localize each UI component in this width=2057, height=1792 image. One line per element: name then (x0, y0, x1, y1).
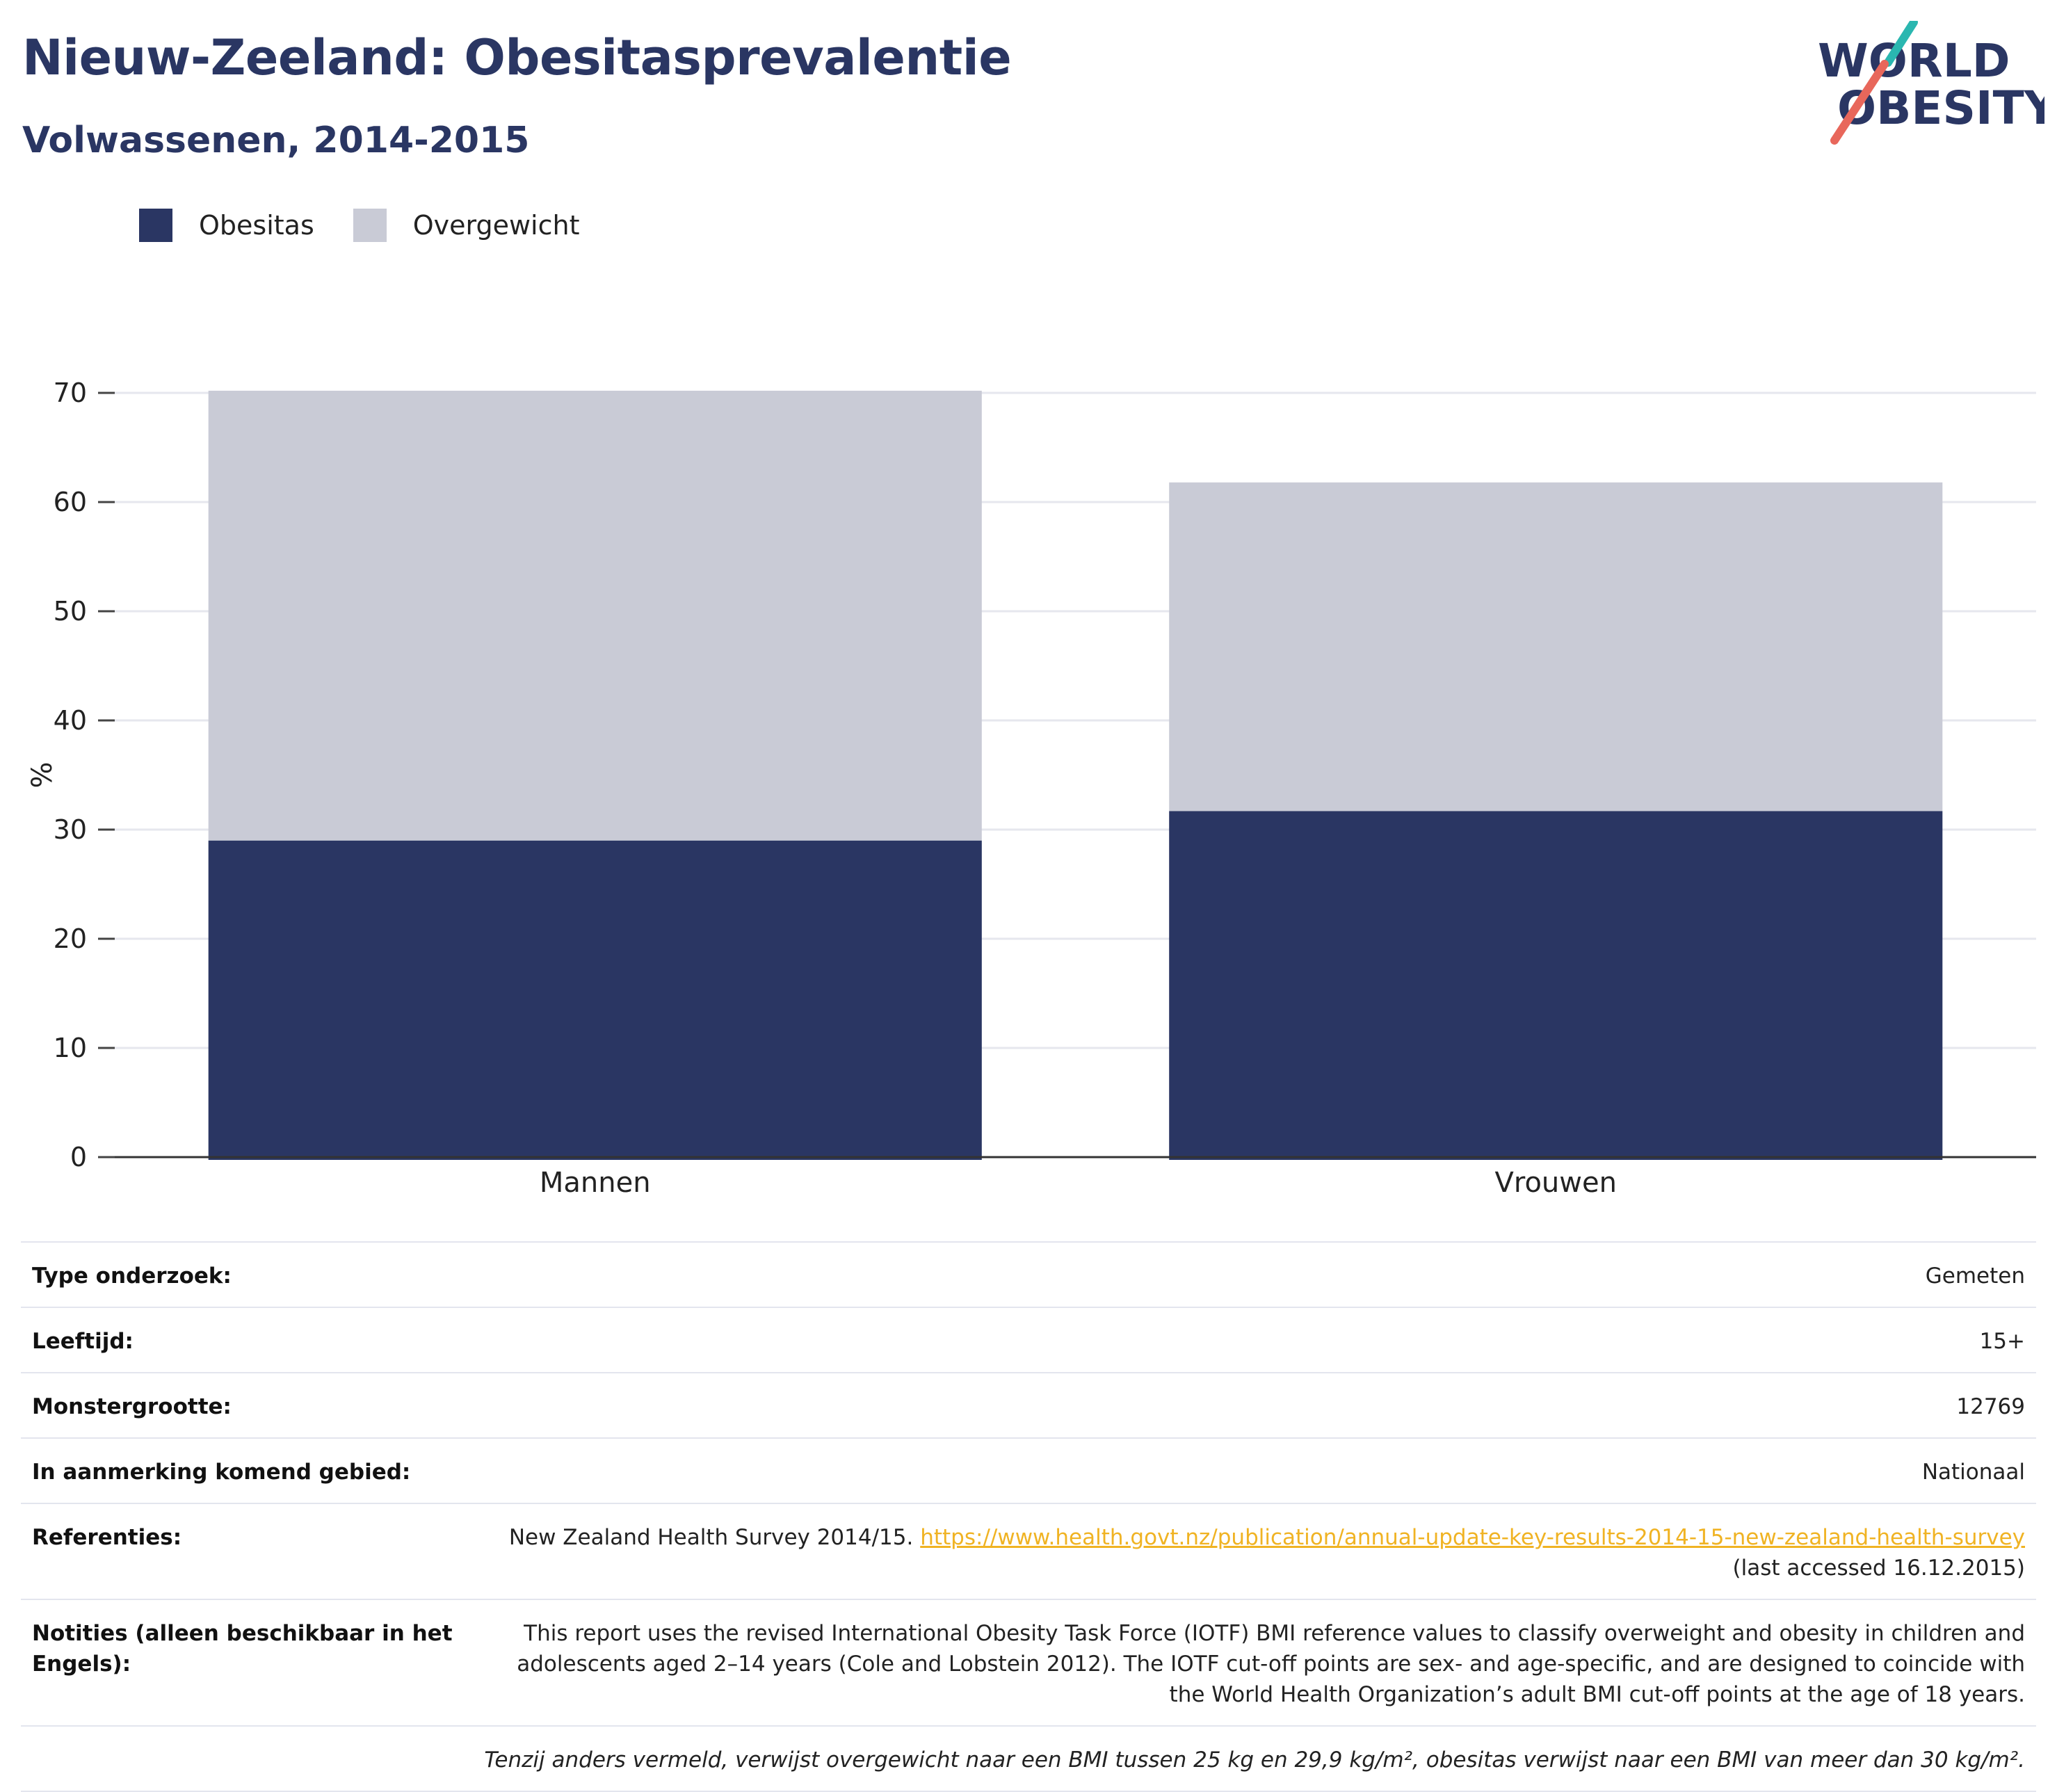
y-tick-label: 30 (54, 814, 87, 845)
bar-obesitas-mannen (208, 840, 982, 1160)
chart-legend: Obesitas Overgewicht (139, 209, 619, 242)
bar-overgewicht-vrouwen (1169, 482, 1943, 812)
info-row-footnote: Tenzij anders vermeld, verwijst overgewi… (21, 1727, 2036, 1792)
info-row-survey-type: Type onderzoek: Gemeten (21, 1243, 2036, 1308)
info-row-age: Leeftijd: 15+ (21, 1308, 2036, 1373)
reference-link[interactable]: https://www.health.govt.nz/publication/a… (920, 1525, 2025, 1550)
info-value: Nationaal (1921, 1460, 2025, 1485)
info-label: Monstergrootte: (32, 1394, 232, 1419)
bar-obesitas-vrouwen (1169, 811, 1943, 1160)
chart-subtitle: Volwassenen, 2014-2015 (22, 120, 530, 161)
info-row-area: In aanmerking komend gebied: Nationaal (21, 1439, 2036, 1504)
info-label: Referenties: (32, 1525, 182, 1550)
footnote: Tenzij anders vermeld, verwijst overgewi… (484, 1747, 2025, 1773)
legend-label-overgewicht: Overgewicht (412, 210, 580, 241)
y-axis-label: % (26, 761, 58, 788)
logo-line1: WORLD (1818, 34, 2010, 88)
y-tick-label: 10 (54, 1033, 87, 1063)
info-value: This report uses the revised Internation… (517, 1621, 2025, 1707)
y-tick-label: 0 (70, 1142, 87, 1172)
bar-chart: 0 10 20 30 40 50 60 70% Mannen Vrouwen (26, 378, 2036, 1199)
y-tick-label: 60 (54, 487, 87, 517)
y-tick-label: 20 (54, 923, 87, 954)
chart-title: Nieuw-Zeeland: Obesitasprevalentie (22, 29, 1012, 86)
info-value: Gemeten (1925, 1264, 2025, 1289)
info-value: 12769 (1956, 1394, 2025, 1419)
info-value: New Zealand Health Survey 2014/15. https… (477, 1522, 2025, 1583)
y-tick-label: 40 (54, 705, 87, 736)
legend-item-overgewicht[interactable]: Overgewicht (353, 209, 580, 242)
world-obesity-logo: WORLD OBESITY (1818, 21, 2044, 145)
info-label: In aanmerking komend gebied: (32, 1460, 411, 1485)
legend-label-obesitas: Obesitas (199, 210, 314, 241)
info-row-sample-size: Monstergrootte: 12769 (21, 1373, 2036, 1439)
legend-swatch-obesitas (139, 209, 172, 242)
x-tick-label: Mannen (540, 1167, 651, 1199)
info-label: Leeftijd: (32, 1329, 134, 1354)
legend-item-obesitas[interactable]: Obesitas (139, 209, 314, 242)
bar-overgewicht-mannen (208, 390, 982, 841)
info-row-references: Referenties: New Zealand Health Survey 2… (21, 1504, 2036, 1600)
reference-accessed: (last accessed 16.12.2015) (1732, 1556, 2025, 1581)
logo-slash-teal (1884, 21, 1918, 67)
reference-text: New Zealand Health Survey 2014/15. (508, 1525, 914, 1550)
legend-swatch-overgewicht (353, 209, 387, 242)
info-row-notes: Notities (alleen beschikbaar in het Enge… (21, 1600, 2036, 1727)
info-label: Type onderzoek: (32, 1264, 232, 1289)
y-tick-label: 70 (54, 378, 87, 408)
x-tick-label: Vrouwen (1495, 1167, 1617, 1199)
info-value: 15+ (1979, 1329, 2025, 1354)
y-tick-label: 50 (54, 596, 87, 627)
info-label: Notities (alleen beschikbaar in het Enge… (32, 1621, 453, 1677)
info-table: Type onderzoek: Gemeten Leeftijd: 15+ Mo… (21, 1241, 2036, 1792)
logo-slash-red (1830, 60, 1889, 145)
